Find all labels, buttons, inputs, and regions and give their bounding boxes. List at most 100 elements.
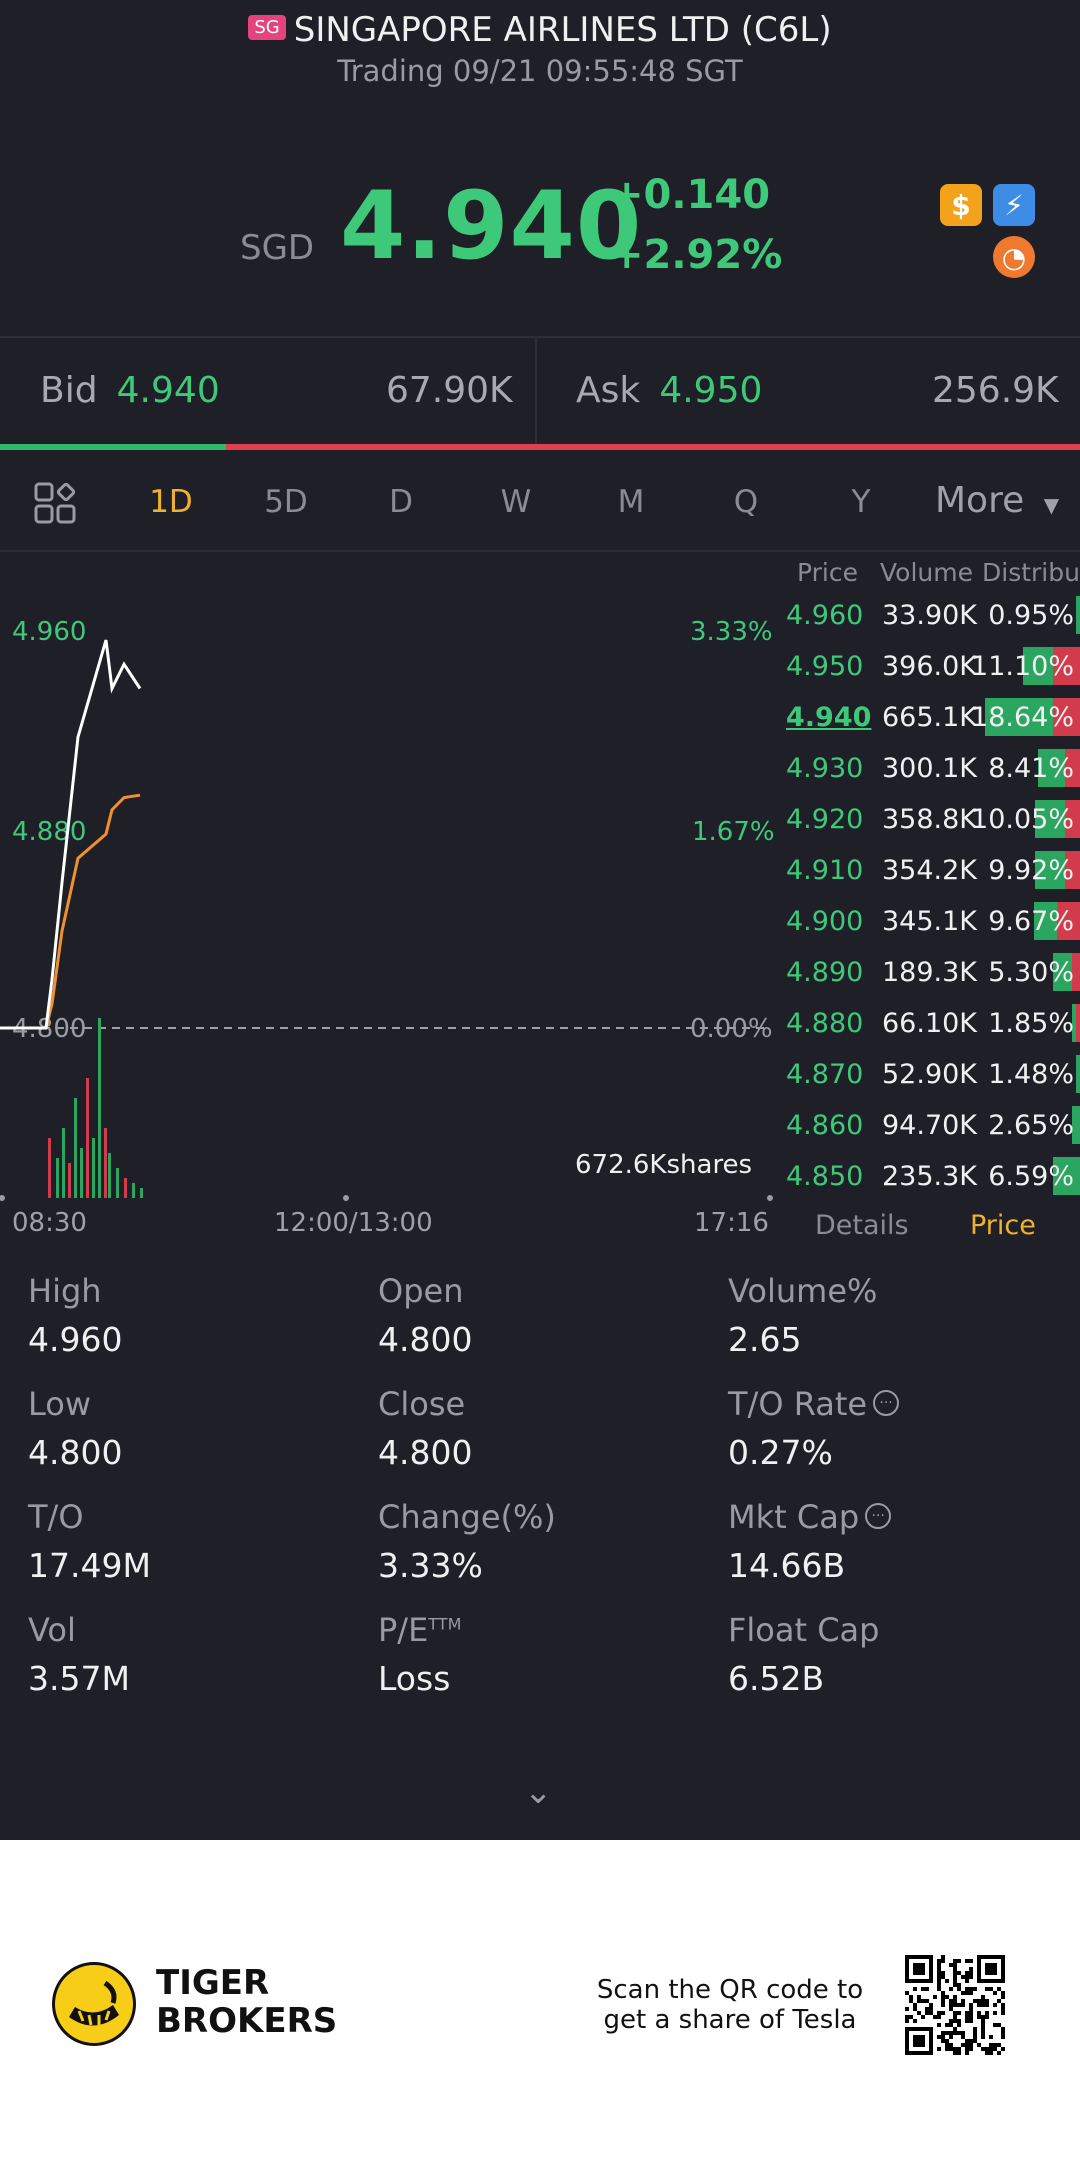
trading-status: Trading 09/21 09:55:48 SGT [337,54,743,88]
ob-distribution: 2.65% [988,1110,1074,1141]
tab-w[interactable]: W [500,484,532,520]
stat-value: 17.49M [28,1546,151,1585]
volume-label: 672.6Kshares [575,1150,752,1180]
stat-value: 14.66B [728,1546,846,1585]
volume-bar [140,1188,143,1198]
stat-float-cap: Float Cap 6.52B [728,1611,879,1698]
stat-value: 4.960 [28,1320,123,1359]
tab-y[interactable]: Y [851,484,871,520]
stat-value: 4.800 [378,1433,473,1472]
time-label-end: 17:16 [694,1208,769,1238]
stat-low: Low 4.800 [28,1385,122,1472]
axis-dot [767,1195,773,1201]
tab-q[interactable]: Q [733,484,759,520]
divider [0,336,1080,338]
stat-label: Close [378,1385,466,1423]
time-label-start: 08:30 [12,1208,87,1238]
option-icon[interactable]: ◔ [993,236,1035,278]
order-book-row: 4.930 300.1K 8.41% [780,745,1080,796]
sell-volume-bar [1072,953,1080,991]
stat-label: Vol [28,1611,76,1649]
stat-value: 4.800 [28,1433,123,1472]
buy-volume-bar [1053,1157,1080,1195]
sell-volume-bar [1076,1004,1080,1042]
ob-volume: 66.10K [882,1008,978,1039]
buy-volume-bar [1072,1106,1080,1144]
order-book-row: 4.880 66.10K 1.85% [780,1000,1080,1051]
ob-header-volume: Volume [880,558,973,587]
more-label: More [935,480,1025,521]
ob-price: 4.870 [786,1059,864,1090]
order-book-row: 4.860 94.70K 2.65% [780,1102,1080,1153]
ob-price: 4.930 [786,753,864,784]
ob-distribution: 11.10% [971,651,1074,682]
buy-volume-bar [1076,596,1080,634]
stat-t-o-rate[interactable]: T/O Rate ··· 0.27% [728,1385,900,1472]
stat-label: Low [28,1385,92,1423]
qr-code[interactable] [905,1955,1005,2055]
ob-distribution: 18.64% [971,702,1074,733]
stat-label: T/O Rate [728,1385,868,1423]
intraday-chart[interactable]: 4.960 4.880 4.800 3.33% 1.67% 0.00% 672.… [0,550,780,1210]
ob-distribution: 9.92% [988,855,1074,886]
ob-volume: 94.70K [882,1110,978,1141]
chart-period-tabs: 1D 5D D W M Q Y More ▼ [0,460,1080,552]
stat-value: 2.65 [728,1320,802,1359]
price-change: +0.140 [610,172,771,218]
tab-d[interactable]: D [389,484,413,520]
bid-volume: 67.90K [386,370,513,411]
more-info-icon[interactable]: ··· [873,1390,900,1416]
ask-section[interactable]: Ask 4.950 [576,370,762,411]
sell-volume-bar [1065,800,1080,838]
tab-details[interactable]: Details [815,1210,909,1241]
chart-layout-icon[interactable] [34,482,76,524]
promo-footer [0,1840,1080,2172]
bid-price: 4.940 [116,370,220,411]
bid-label: Bid [40,370,98,411]
tiger-logo-icon [52,1962,136,2046]
order-book-row: 4.850 235.3K 6.59% [780,1153,1080,1204]
ob-distribution: 9.67% [988,906,1074,937]
ob-price: 4.940 [786,702,872,733]
tab-5d[interactable]: 5D [264,484,308,520]
dollar-icon[interactable]: $ [940,184,982,226]
ob-price: 4.950 [786,651,864,682]
volume-bar [124,1178,127,1198]
stat-change: Change(%) 3.33% [378,1498,556,1585]
ob-volume: 396.0K [882,651,978,682]
buy-volume-bar [1035,800,1065,838]
stat-value: 0.27% [728,1433,833,1472]
bid-section[interactable]: Bid 4.940 [40,370,220,411]
ob-distribution: 5.30% [988,957,1074,988]
promo-text: Scan the QR code to get a share of Tesla [590,1975,870,2035]
order-book-row: 4.910 354.2K 9.92% [780,847,1080,898]
tab-1d[interactable]: 1D [149,484,193,520]
more-info-icon[interactable]: ··· [865,1503,892,1529]
ob-price: 4.960 [786,600,864,631]
flash-icon[interactable]: ⚡ [993,184,1035,226]
stat-mkt-cap[interactable]: Mkt Cap ··· 14.66B [728,1498,892,1585]
tab-price[interactable]: Price [970,1210,1036,1241]
stat-vol: Vol 3.57M [28,1611,130,1698]
buy-volume-bar [1053,953,1072,991]
brand-line-2: BROKERS [156,2001,338,2041]
tab-more[interactable]: More ▼ [935,480,1059,521]
pct-label-mid: 1.67% [692,817,775,847]
promo-line-2: get a share of Tesla [603,2005,857,2035]
tab-m[interactable]: M [617,484,645,520]
volume-bar [92,1138,95,1198]
axis-dot [0,1195,5,1201]
stat-label: Float Cap [728,1611,880,1649]
ob-volume: 33.90K [882,600,978,631]
order-book-row: 4.960 33.90K 0.95% [780,592,1080,643]
volume-bar [56,1158,59,1198]
ob-volume: 358.8K [882,804,978,835]
stock-title: SG SINGAPORE AIRLINES LTD (C6L) [0,10,1080,50]
order-book-row: 4.900 345.1K 9.67% [780,898,1080,949]
volume-bar [68,1163,71,1198]
stat-value: 4.800 [378,1320,473,1359]
stat-value: 6.52B [728,1659,825,1698]
ob-price: 4.920 [786,804,864,835]
sell-volume-bar [1053,647,1080,685]
chevron-down-icon[interactable]: ⌄ [524,1772,553,1812]
